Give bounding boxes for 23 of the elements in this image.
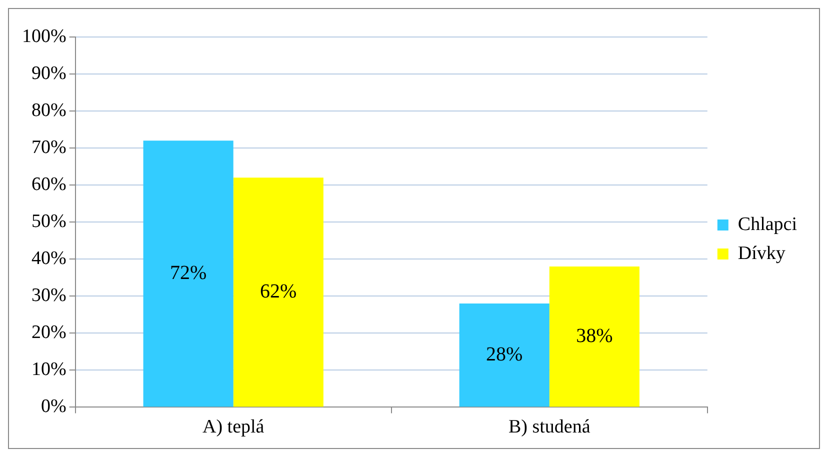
- x-tick-label: B) studená: [508, 416, 591, 438]
- y-tick-label: 100%: [22, 26, 66, 47]
- data-label: 38%: [576, 324, 613, 347]
- y-tick-label: 0%: [41, 396, 66, 418]
- bar: [459, 304, 550, 407]
- data-label: 28%: [486, 343, 523, 366]
- data-label: 62%: [260, 280, 297, 302]
- x-tick-label: A) teplá: [202, 416, 265, 438]
- y-tick-label: 10%: [32, 359, 66, 380]
- y-tick-label: 20%: [32, 322, 66, 344]
- legend-label: Dívky: [738, 242, 786, 264]
- bar: [143, 140, 234, 407]
- y-tick-label: 90%: [32, 63, 66, 84]
- y-tick-label: 50%: [32, 211, 66, 232]
- bar: [233, 178, 324, 407]
- y-tick-label: 60%: [32, 174, 66, 196]
- y-tick-label: 40%: [32, 248, 66, 270]
- legend-label: Chlapci: [738, 214, 798, 235]
- y-tick-label: 30%: [32, 285, 66, 306]
- y-tick-label: 70%: [32, 137, 66, 158]
- data-label: 72%: [170, 262, 207, 284]
- bar: [549, 266, 640, 407]
- y-tick-label: 80%: [32, 100, 66, 122]
